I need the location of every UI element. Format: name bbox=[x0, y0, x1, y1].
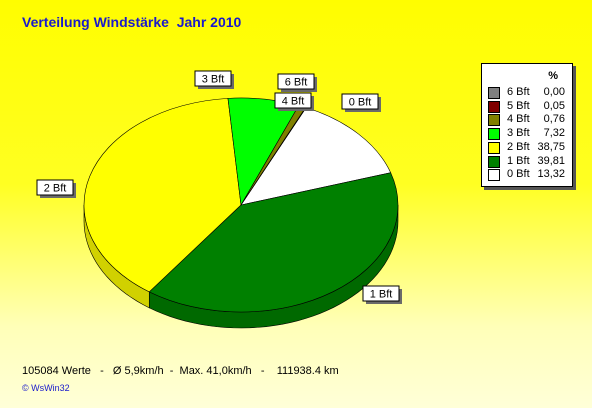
slice-label-6-bft: 6 Bft bbox=[277, 73, 317, 92]
pie-slice-1-bft bbox=[148, 172, 399, 313]
legend-item-0-bft: 0 Bft 13,32 bbox=[488, 168, 570, 182]
legend-label: 5 Bft bbox=[507, 99, 530, 112]
legend-swatch bbox=[488, 155, 500, 168]
svg-text:2 Bft: 2 Bft bbox=[44, 183, 67, 195]
pie-slice-2-bft bbox=[83, 98, 242, 293]
legend-value: 38,75 bbox=[537, 140, 565, 153]
legend-value: 13,32 bbox=[537, 168, 565, 181]
legend-value: 7,32 bbox=[543, 127, 565, 140]
slice-labels: 0 Bft 1 Bft 2 Bft 3 Bft 4 Bft 6 Bft bbox=[36, 70, 402, 304]
legend-swatch bbox=[488, 114, 500, 127]
legend-label: 1 Bft bbox=[507, 154, 530, 167]
legend-swatch bbox=[488, 100, 500, 113]
legend-swatch bbox=[488, 141, 500, 154]
slice-label-2-bft: 2 Bft bbox=[36, 179, 76, 198]
legend-swatch bbox=[488, 128, 500, 141]
legend-item-6-bft: 6 Bft 0,00 bbox=[488, 86, 570, 99]
svg-text:3 Bft: 3 Bft bbox=[202, 74, 225, 86]
legend-item-1-bft: 1 Bft 39,81 bbox=[488, 155, 570, 168]
svg-text:4 Bft: 4 Bft bbox=[282, 96, 305, 108]
chart-title: Verteilung Windstärke Jahr 2010 bbox=[22, 14, 242, 30]
legend-swatch bbox=[488, 87, 500, 99]
legend-value: 0,00 bbox=[543, 86, 565, 98]
slice-label-1-bft: 1 Bft bbox=[362, 285, 402, 304]
stats-footer: 105084 Werte - Ø 5,9km/h - Max. 41,0km/h… bbox=[22, 365, 339, 377]
copyright: © WsWin32 bbox=[22, 383, 70, 393]
legend-swatch bbox=[488, 169, 500, 182]
slice-label-3-bft: 3 Bft bbox=[194, 70, 234, 89]
legend-unit: % bbox=[548, 70, 558, 82]
legend-value: 0,05 bbox=[543, 99, 565, 112]
legend: % 6 Bft 0,00 5 Bft 0,05 4 Bft 0,76 3 Bft 7,32 2 … bbox=[481, 63, 573, 187]
legend-item-2-bft: 2 Bft 38,75 bbox=[488, 141, 570, 154]
legend-value: 0,76 bbox=[543, 113, 565, 126]
legend-label: 2 Bft bbox=[507, 140, 530, 153]
slice-label-4-bft: 4 Bft bbox=[274, 92, 314, 111]
slice-label-0-bft: 0 Bft bbox=[341, 93, 381, 112]
legend-label: 4 Bft bbox=[507, 113, 530, 126]
legend-label: 6 Bft bbox=[507, 86, 530, 98]
legend-label: 3 Bft bbox=[507, 127, 530, 140]
svg-text:1 Bft: 1 Bft bbox=[370, 289, 393, 301]
pie-slices bbox=[83, 97, 399, 313]
svg-text:0 Bft: 0 Bft bbox=[349, 97, 372, 109]
legend-item-5-bft: 5 Bft 0,05 bbox=[488, 100, 570, 113]
legend-value: 39,81 bbox=[537, 154, 565, 167]
legend-item-3-bft: 3 Bft 7,32 bbox=[488, 127, 570, 141]
legend-item-4-bft: 4 Bft 0,76 bbox=[488, 113, 570, 127]
svg-text:6 Bft: 6 Bft bbox=[285, 77, 308, 89]
legend-label: 0 Bft bbox=[507, 168, 530, 181]
